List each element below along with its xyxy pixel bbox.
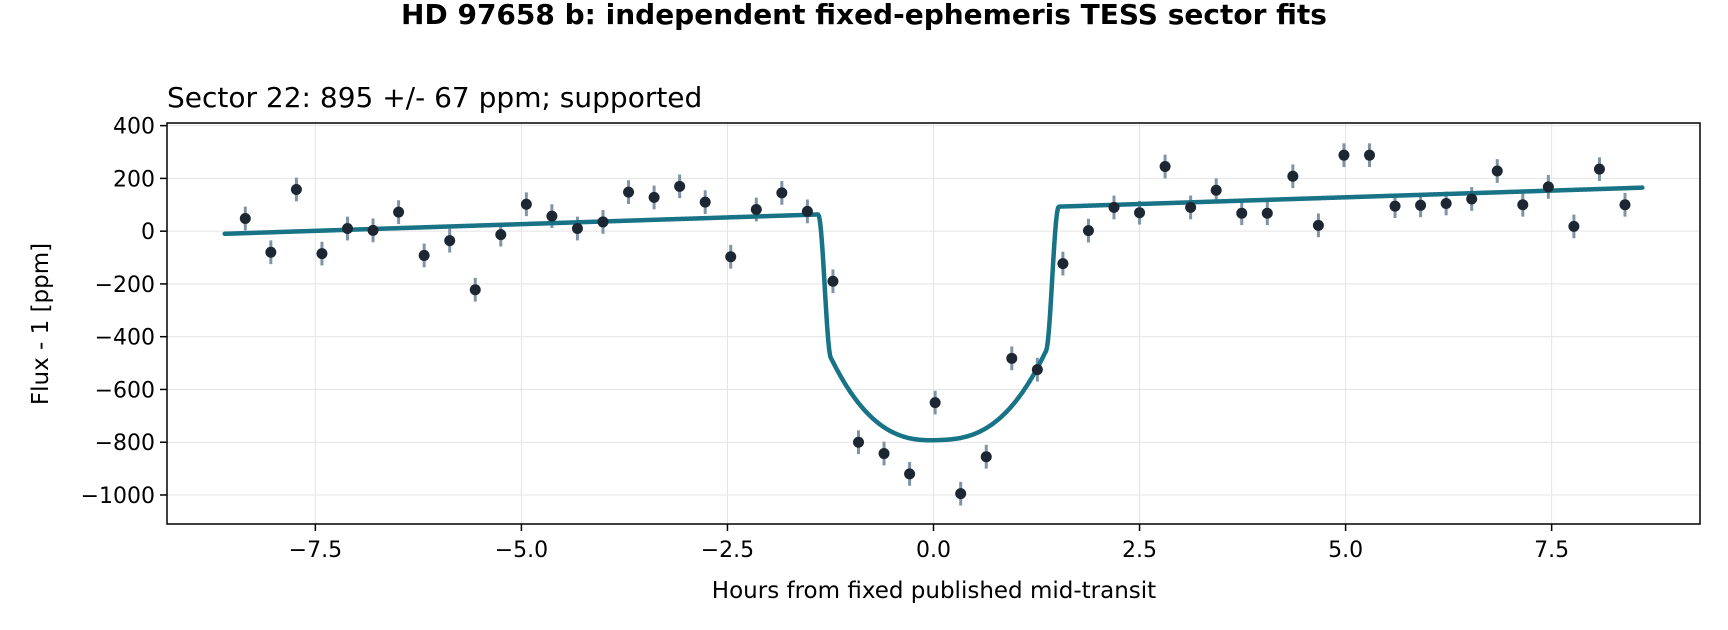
data-point xyxy=(980,451,992,463)
data-point xyxy=(1134,207,1146,219)
data-point xyxy=(239,213,251,225)
data-point xyxy=(929,397,941,409)
x-axis-label: Hours from fixed published mid-transit xyxy=(712,578,1156,604)
x-tick-label: −7.5 xyxy=(289,538,342,563)
data-point xyxy=(1593,163,1605,175)
data-point xyxy=(1261,207,1273,219)
data-point xyxy=(904,468,916,480)
x-axis-ticks: −7.5 −5.0 −2.5 0.0 2.5 5.0 7.5 xyxy=(289,524,1569,563)
data-point xyxy=(1415,199,1427,211)
data-point xyxy=(1006,352,1018,364)
grid xyxy=(167,123,1700,524)
y-axis-ticks: 400 200 0 −200 −400 −600 −800 −1000 xyxy=(81,115,167,509)
data-point xyxy=(1287,170,1299,182)
data-point xyxy=(699,196,711,208)
data-point xyxy=(1466,193,1478,205)
y-tick-label: −400 xyxy=(95,326,155,351)
data-point xyxy=(801,205,813,217)
data-point xyxy=(827,275,839,287)
data-point xyxy=(546,210,558,222)
y-tick-label: 0 xyxy=(141,220,155,245)
data-point xyxy=(1338,149,1350,161)
data-point xyxy=(1057,258,1069,270)
plot-frame xyxy=(166,122,1701,525)
data-point xyxy=(674,180,686,192)
data-point xyxy=(623,186,635,198)
data-point xyxy=(367,224,379,236)
y-axis-label: Flux - 1 [ppm] xyxy=(28,243,54,405)
data-point xyxy=(316,248,328,260)
data-point xyxy=(1236,207,1248,219)
data-point xyxy=(341,223,353,235)
data-point xyxy=(290,183,302,195)
data-point xyxy=(393,206,405,218)
y-tick-label: −800 xyxy=(95,431,155,456)
data-point xyxy=(1312,219,1324,231)
x-tick-label: 7.5 xyxy=(1534,538,1569,563)
data-point xyxy=(1082,225,1094,237)
data-point xyxy=(520,198,532,210)
data-point xyxy=(1491,165,1503,177)
data-point xyxy=(1517,199,1529,211)
data-point xyxy=(1108,201,1120,213)
data-point xyxy=(1185,201,1197,213)
y-tick-label: −200 xyxy=(95,273,155,298)
data-point xyxy=(1159,161,1171,173)
data-point xyxy=(750,204,762,216)
data-point xyxy=(469,284,481,296)
y-tick-label: −1000 xyxy=(81,484,155,509)
data-point xyxy=(1363,149,1375,161)
data-point xyxy=(1031,364,1043,376)
figure-suptitle: HD 97658 b: independent fixed-ephemeris … xyxy=(401,0,1327,31)
data-point xyxy=(597,216,609,228)
data-point xyxy=(1542,181,1554,193)
data-point xyxy=(1210,184,1222,196)
data-point xyxy=(725,251,737,263)
data-point xyxy=(955,488,967,500)
y-tick-label: 400 xyxy=(113,115,155,140)
data-point xyxy=(648,191,660,203)
data-point xyxy=(265,246,277,258)
transit-model-line xyxy=(222,185,1645,443)
x-tick-label: 5.0 xyxy=(1328,538,1363,563)
data-point xyxy=(1568,220,1580,232)
axes-title: Sector 22: 895 +/- 67 ppm; supported xyxy=(167,81,702,114)
data-point xyxy=(878,448,890,460)
x-tick-label: 0.0 xyxy=(916,538,951,563)
data-point xyxy=(1619,199,1631,211)
data-point xyxy=(776,187,788,199)
data-point xyxy=(495,229,507,241)
x-tick-label: −2.5 xyxy=(701,538,754,563)
y-tick-label: −600 xyxy=(95,378,155,403)
data-point xyxy=(571,223,583,235)
y-tick-label: 200 xyxy=(113,167,155,192)
data-point xyxy=(1440,197,1452,209)
data-point xyxy=(444,235,456,247)
x-tick-label: 2.5 xyxy=(1122,538,1157,563)
error-bars xyxy=(243,143,1627,506)
x-tick-label: −5.0 xyxy=(495,538,548,563)
data-point xyxy=(1389,200,1401,212)
data-points xyxy=(239,149,1631,500)
data-point xyxy=(852,436,864,448)
data-point xyxy=(418,249,430,261)
